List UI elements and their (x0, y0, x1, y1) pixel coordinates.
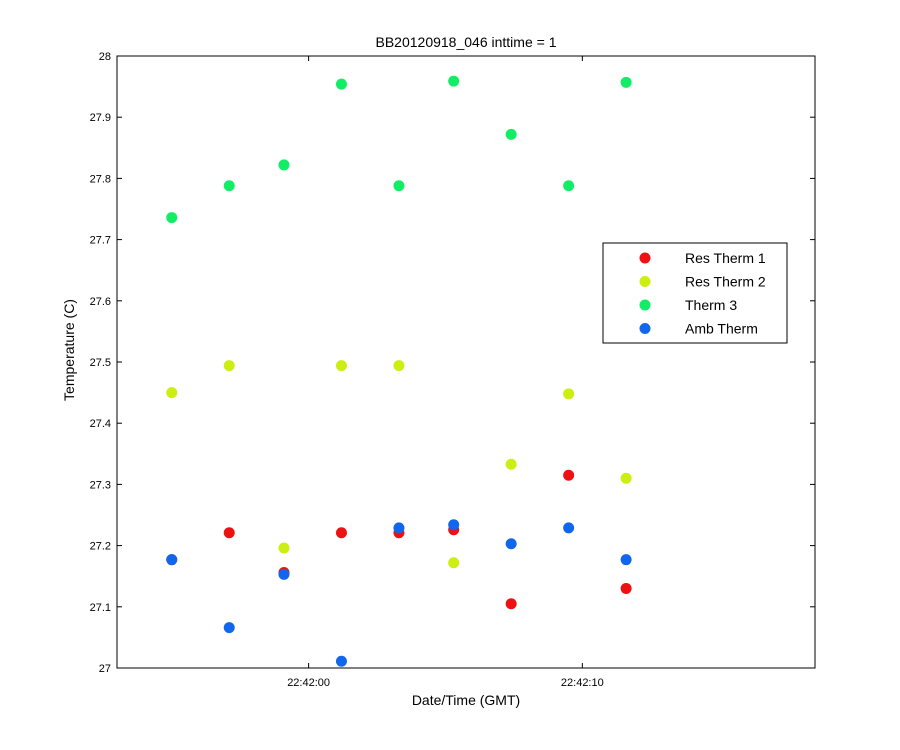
y-tick-label: 27.5 (90, 357, 111, 369)
legend-label: Res Therm 1 (685, 250, 766, 266)
data-point (393, 522, 405, 534)
data-point (166, 212, 178, 224)
x-tick-label: 22:42:10 (561, 677, 604, 689)
legend-marker (639, 252, 651, 264)
legend-box (602, 242, 788, 344)
data-point (335, 78, 347, 90)
data-point (223, 360, 235, 372)
data-point (335, 360, 347, 372)
legend-item: Res Therm 1 (639, 250, 766, 266)
data-point (620, 472, 632, 484)
data-point (223, 622, 235, 634)
x-tick-label: 22:42:00 (287, 677, 330, 689)
legend-marker (639, 276, 651, 287)
y-tick-label: 27.7 (90, 235, 111, 247)
data-point (166, 387, 178, 399)
legend-marker (639, 299, 651, 311)
data-point (563, 180, 575, 192)
data-point (335, 655, 347, 667)
data-point (278, 159, 290, 171)
data-point (393, 360, 405, 372)
legend-label: Res Therm 2 (685, 274, 766, 290)
data-point (620, 582, 632, 594)
y-tick-label: 27.6 (90, 296, 111, 308)
data-point (448, 557, 460, 569)
data-point (505, 598, 517, 610)
data-point (223, 527, 235, 539)
data-point (278, 542, 290, 554)
legend-item: Therm 3 (639, 297, 737, 313)
x-axis-label: Date/Time (GMT) (412, 692, 520, 708)
plot-area (116, 55, 816, 669)
legend-item: Res Therm 2 (639, 274, 766, 290)
legend-label: Therm 3 (685, 297, 737, 313)
data-point (448, 519, 460, 531)
data-point (223, 180, 235, 192)
y-tick-label: 27.3 (90, 479, 111, 491)
data-points (166, 75, 632, 667)
x-axis-ticks: 22:42:00 22:42:10 (287, 56, 604, 689)
y-axis-ticks: 27 27.1 27.2 27.3 27.4 27.5 27.6 27.7 27.8 27.9 28 (90, 51, 815, 675)
legend-marker (639, 323, 651, 334)
y-axis-label: Temperature (C) (61, 299, 77, 401)
data-point (563, 469, 575, 481)
legend-label: Amb Therm (685, 321, 758, 337)
data-point (393, 180, 405, 192)
data-point (505, 538, 517, 550)
y-tick-label: 27.8 (90, 173, 111, 185)
data-point (505, 128, 517, 140)
data-point (563, 522, 575, 534)
y-tick-label: 27 (99, 663, 111, 675)
data-point (448, 75, 460, 87)
data-point (278, 568, 290, 580)
series-amb-therm (166, 519, 632, 667)
y-tick-label: 27.4 (90, 418, 111, 430)
data-point (563, 388, 575, 400)
series-res-therm-2 (166, 360, 632, 569)
series-therm-3 (166, 75, 632, 224)
legend: Res Therm 1 Res Therm 2 Therm 3 Amb Therm (602, 242, 788, 344)
y-tick-label: 27.1 (90, 602, 111, 614)
legend-item: Amb Therm (639, 321, 758, 337)
data-point (620, 554, 632, 566)
y-tick-label: 27.2 (90, 541, 111, 553)
data-point (620, 76, 632, 88)
chart-title: BB20120918_046 inttime = 1 (376, 34, 557, 50)
y-tick-label: 28 (99, 51, 111, 63)
data-point (166, 554, 178, 566)
y-tick-label: 27.9 (90, 112, 111, 124)
data-point (335, 527, 347, 539)
data-point (505, 458, 517, 470)
